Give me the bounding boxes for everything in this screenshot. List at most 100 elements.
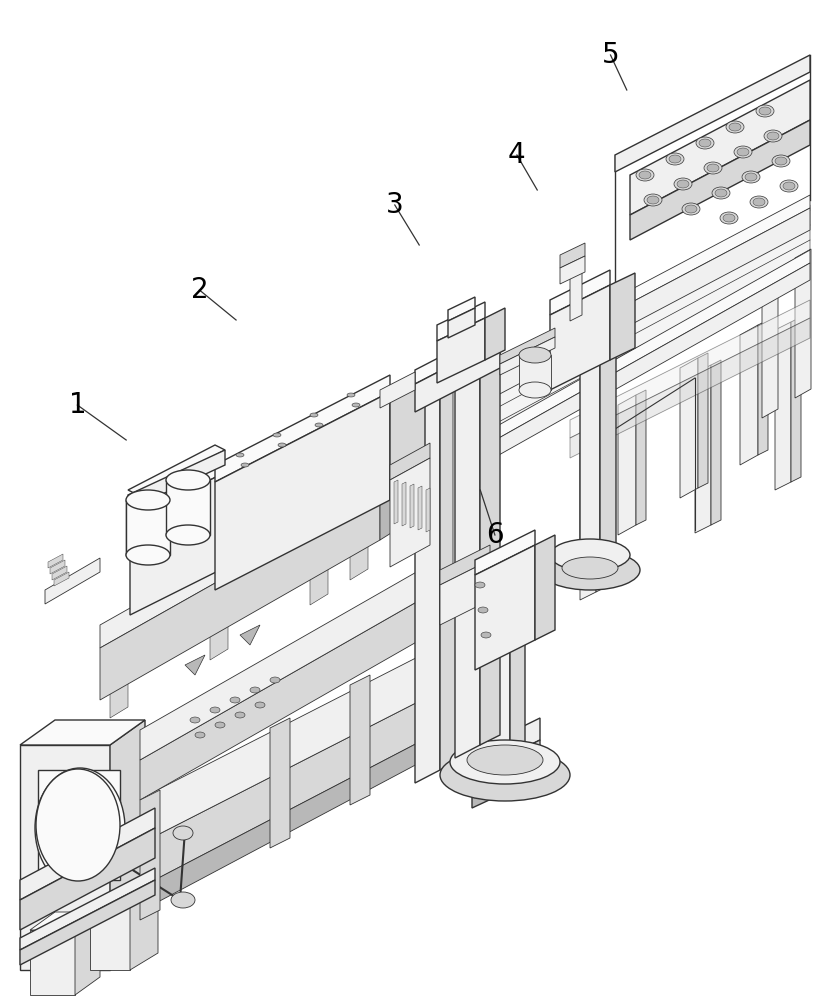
Ellipse shape: [685, 205, 697, 213]
Polygon shape: [695, 365, 711, 533]
Polygon shape: [440, 360, 460, 770]
Polygon shape: [45, 558, 100, 604]
Polygon shape: [390, 458, 430, 567]
Polygon shape: [380, 468, 415, 540]
Polygon shape: [20, 828, 155, 930]
Ellipse shape: [550, 539, 630, 571]
Ellipse shape: [210, 707, 220, 713]
Polygon shape: [490, 250, 810, 443]
Polygon shape: [460, 205, 810, 435]
Polygon shape: [630, 80, 810, 215]
Polygon shape: [52, 566, 67, 580]
Ellipse shape: [759, 107, 771, 115]
Polygon shape: [580, 300, 600, 570]
Ellipse shape: [720, 212, 738, 224]
Polygon shape: [460, 195, 810, 393]
Polygon shape: [600, 292, 616, 560]
Polygon shape: [775, 322, 791, 490]
Polygon shape: [38, 770, 120, 880]
Polygon shape: [130, 455, 220, 520]
Ellipse shape: [780, 180, 798, 192]
Polygon shape: [185, 655, 205, 675]
Polygon shape: [472, 757, 543, 808]
Polygon shape: [130, 475, 220, 615]
Ellipse shape: [764, 130, 782, 142]
Polygon shape: [130, 890, 158, 970]
Ellipse shape: [666, 153, 684, 165]
Polygon shape: [240, 625, 260, 645]
Ellipse shape: [775, 157, 787, 165]
Polygon shape: [480, 335, 500, 745]
Polygon shape: [490, 560, 510, 770]
Polygon shape: [390, 374, 425, 500]
Polygon shape: [166, 480, 210, 535]
Ellipse shape: [166, 525, 210, 545]
Polygon shape: [475, 740, 540, 792]
Polygon shape: [20, 808, 155, 900]
Polygon shape: [680, 358, 698, 498]
Polygon shape: [698, 353, 708, 488]
Text: 6: 6: [486, 521, 504, 549]
Ellipse shape: [737, 148, 749, 156]
Ellipse shape: [450, 740, 560, 784]
Polygon shape: [128, 450, 225, 510]
Polygon shape: [30, 700, 500, 970]
Polygon shape: [535, 535, 555, 640]
Ellipse shape: [753, 198, 765, 206]
Polygon shape: [402, 482, 406, 526]
Ellipse shape: [236, 453, 244, 457]
Ellipse shape: [36, 769, 120, 881]
Polygon shape: [415, 326, 500, 384]
Polygon shape: [630, 120, 810, 240]
Polygon shape: [570, 318, 810, 458]
Ellipse shape: [173, 826, 193, 840]
Polygon shape: [30, 930, 75, 995]
Polygon shape: [390, 443, 430, 480]
Polygon shape: [711, 360, 721, 525]
Ellipse shape: [696, 137, 714, 149]
Polygon shape: [740, 325, 758, 465]
Polygon shape: [48, 554, 63, 568]
Text: 5: 5: [602, 41, 619, 69]
Polygon shape: [580, 292, 616, 310]
Ellipse shape: [519, 382, 551, 398]
Polygon shape: [610, 273, 635, 360]
Ellipse shape: [126, 545, 170, 565]
Polygon shape: [20, 720, 145, 745]
Ellipse shape: [235, 712, 245, 718]
Polygon shape: [762, 269, 778, 418]
Ellipse shape: [215, 722, 225, 728]
Polygon shape: [440, 560, 490, 625]
Ellipse shape: [126, 490, 170, 510]
Ellipse shape: [241, 463, 249, 467]
Ellipse shape: [347, 393, 355, 397]
Ellipse shape: [519, 347, 551, 363]
Polygon shape: [550, 285, 610, 390]
Ellipse shape: [712, 187, 730, 199]
Ellipse shape: [674, 178, 692, 190]
Ellipse shape: [195, 732, 205, 738]
Ellipse shape: [352, 403, 360, 407]
Polygon shape: [140, 790, 160, 920]
Ellipse shape: [278, 443, 286, 447]
Polygon shape: [418, 486, 422, 530]
Polygon shape: [415, 340, 500, 412]
Ellipse shape: [707, 164, 719, 172]
Polygon shape: [50, 560, 65, 574]
Polygon shape: [426, 488, 430, 532]
Ellipse shape: [273, 433, 281, 437]
Polygon shape: [110, 637, 128, 718]
Ellipse shape: [726, 121, 744, 133]
Polygon shape: [468, 377, 478, 580]
Ellipse shape: [467, 745, 543, 775]
Ellipse shape: [255, 702, 265, 708]
Polygon shape: [415, 370, 440, 783]
Ellipse shape: [171, 892, 195, 908]
Polygon shape: [490, 263, 810, 460]
Polygon shape: [448, 297, 475, 321]
Ellipse shape: [644, 194, 662, 206]
Ellipse shape: [669, 155, 681, 163]
Polygon shape: [615, 55, 810, 172]
Polygon shape: [210, 579, 228, 660]
Ellipse shape: [250, 687, 260, 693]
